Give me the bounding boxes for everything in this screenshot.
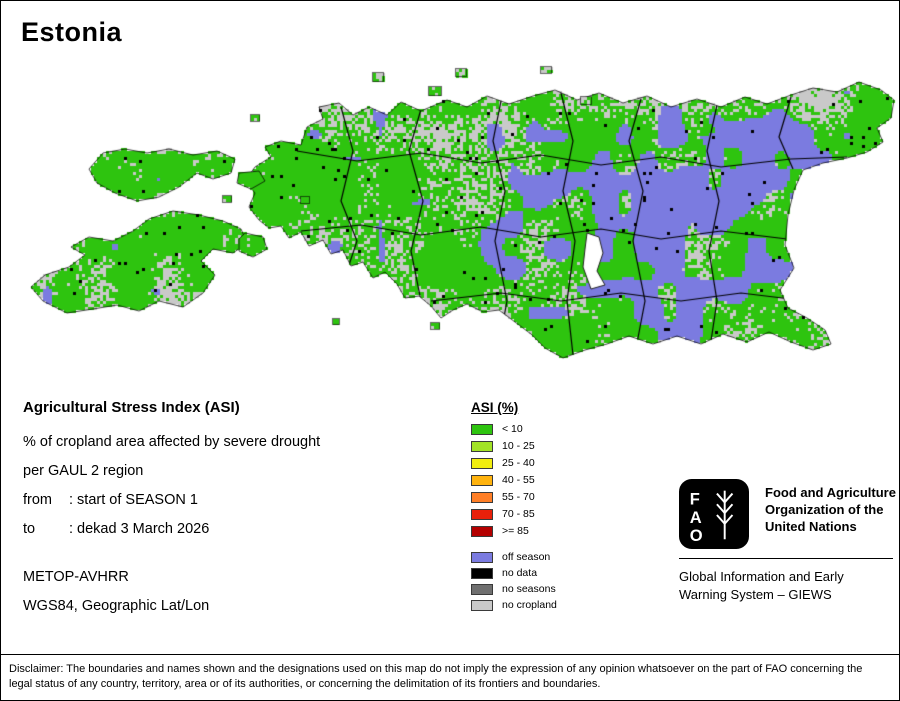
info-from-label: from <box>23 492 52 508</box>
legend-label: no seasons <box>502 583 556 595</box>
legend-row: 55 - 70 <box>471 491 557 503</box>
legend-swatch <box>471 474 493 486</box>
legend-row: 25 - 40 <box>471 457 557 469</box>
legend-extra-classes: off season no data no seasons no cropland <box>471 551 557 611</box>
asi-heading: Agricultural Stress Index (ASI) <box>23 399 240 416</box>
info-to-label: to <box>23 521 36 537</box>
legend-swatch <box>471 551 493 563</box>
info-description: % of cropland area affected by severe dr… <box>23 434 321 450</box>
info-sensor: METOP-AVHRR <box>23 569 129 585</box>
legend-row: >= 85 <box>471 525 557 537</box>
page-title: Estonia <box>21 17 123 47</box>
info-from: from : start of SEASON 1 <box>23 492 320 508</box>
legend-swatch <box>471 423 493 435</box>
info-to: to : dekad 3 March 2026 <box>23 521 320 537</box>
fao-logo-letter-o: O <box>690 526 703 545</box>
disclaimer-divider <box>1 654 899 655</box>
legend-label: 40 - 55 <box>502 474 535 486</box>
legend-label: no cropland <box>502 599 557 611</box>
fao-divider <box>679 558 893 559</box>
legend-label: 55 - 70 <box>502 491 535 503</box>
fao-logo-icon: F A O <box>679 479 749 549</box>
giews-label: Global Information and Early Warning Sys… <box>679 569 844 602</box>
legend-title: ASI (%) <box>471 400 519 415</box>
legend-swatch <box>471 457 493 469</box>
legend-swatch <box>471 567 493 579</box>
legend-row: 40 - 55 <box>471 474 557 486</box>
legend-row: 70 - 85 <box>471 508 557 520</box>
legend-swatch <box>471 508 493 520</box>
legend-label: 25 - 40 <box>502 457 535 469</box>
info-to-value: : dekad 3 March 2026 <box>69 521 210 537</box>
legend-label: no data <box>502 567 538 579</box>
legend-swatch <box>471 583 493 595</box>
map-info-block: Agricultural Stress Index (ASI) % of cro… <box>23 399 320 627</box>
legend-swatch <box>471 440 493 452</box>
legend-row: 10 - 25 <box>471 440 557 452</box>
legend-row: < 10 <box>471 423 557 435</box>
info-region-level: per GAUL 2 region <box>23 463 144 479</box>
legend-swatch <box>471 599 493 611</box>
legend-swatch <box>471 525 493 537</box>
info-from-value: : start of SEASON 1 <box>69 492 198 508</box>
legend-row: no cropland <box>471 599 557 611</box>
map-legend: ASI (%) < 10 10 - 25 25 - 40 40 - 55 55 - 70… <box>471 400 557 615</box>
fao-logo-letter-a: A <box>690 508 702 527</box>
legend-row: no seasons <box>471 583 557 595</box>
legend-row: off season <box>471 551 557 563</box>
fao-org-name: Food and Agriculture Organization of the… <box>765 485 896 534</box>
legend-label: 70 - 85 <box>502 508 535 520</box>
legend-label: off season <box>502 551 551 563</box>
legend-row: no data <box>471 567 557 579</box>
legend-swatch <box>471 491 493 503</box>
fao-logo-letter-f: F <box>690 489 700 508</box>
legend-label: >= 85 <box>502 525 529 537</box>
legend-label: < 10 <box>502 423 523 435</box>
legend-label: 10 - 25 <box>502 440 535 452</box>
legend-asi-classes: < 10 10 - 25 25 - 40 40 - 55 55 - 70 70 - 85 >… <box>471 423 557 537</box>
info-projection: WGS84, Geographic Lat/Lon <box>23 598 210 614</box>
disclaimer-text: Disclaimer: The boundaries and names sho… <box>9 663 863 691</box>
